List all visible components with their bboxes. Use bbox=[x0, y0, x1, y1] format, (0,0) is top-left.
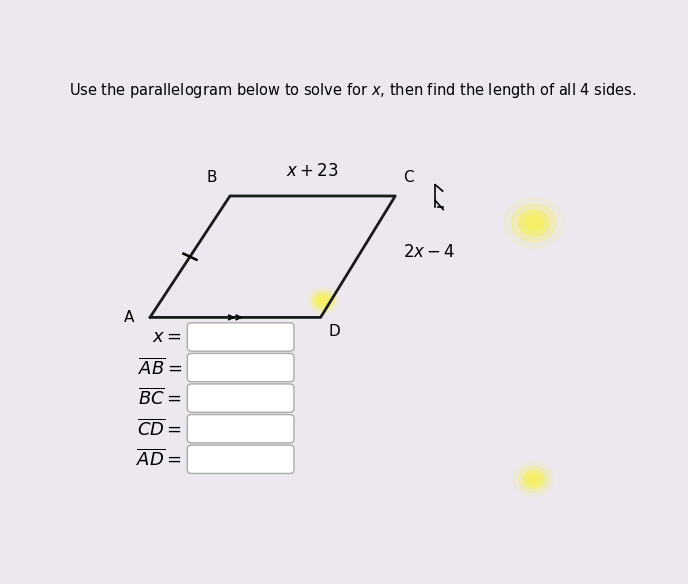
Circle shape bbox=[504, 197, 564, 249]
Circle shape bbox=[519, 210, 549, 236]
Circle shape bbox=[528, 474, 540, 485]
FancyBboxPatch shape bbox=[187, 415, 294, 443]
Text: D: D bbox=[329, 324, 341, 339]
Text: C: C bbox=[403, 170, 414, 185]
FancyBboxPatch shape bbox=[187, 323, 294, 351]
Text: $\overline{AB}=$: $\overline{AB}=$ bbox=[138, 357, 182, 378]
Text: $\overline{BC}=$: $\overline{BC}=$ bbox=[138, 388, 182, 409]
Circle shape bbox=[525, 215, 543, 231]
FancyBboxPatch shape bbox=[187, 353, 294, 382]
Circle shape bbox=[524, 471, 544, 488]
FancyBboxPatch shape bbox=[187, 384, 294, 412]
Text: $x+23$: $x+23$ bbox=[286, 162, 339, 180]
Text: B: B bbox=[206, 170, 217, 185]
Text: $x=$: $x=$ bbox=[152, 328, 182, 346]
Text: Use the parallelogram below to solve for $x$, then find the length of all 4 side: Use the parallelogram below to solve for… bbox=[69, 81, 636, 100]
Text: $3x+9$: $3x+9$ bbox=[215, 333, 267, 351]
Circle shape bbox=[318, 296, 329, 305]
Circle shape bbox=[513, 462, 555, 497]
Circle shape bbox=[308, 287, 339, 314]
Text: $2x-4$: $2x-4$ bbox=[403, 243, 455, 261]
Circle shape bbox=[512, 204, 556, 242]
Text: $\overline{CD}=$: $\overline{CD}=$ bbox=[137, 418, 182, 439]
FancyBboxPatch shape bbox=[187, 445, 294, 474]
Text: $\overline{AD}=$: $\overline{AD}=$ bbox=[136, 449, 182, 470]
Circle shape bbox=[519, 467, 549, 492]
Circle shape bbox=[312, 291, 335, 311]
Circle shape bbox=[314, 294, 332, 308]
Text: A: A bbox=[124, 310, 134, 325]
